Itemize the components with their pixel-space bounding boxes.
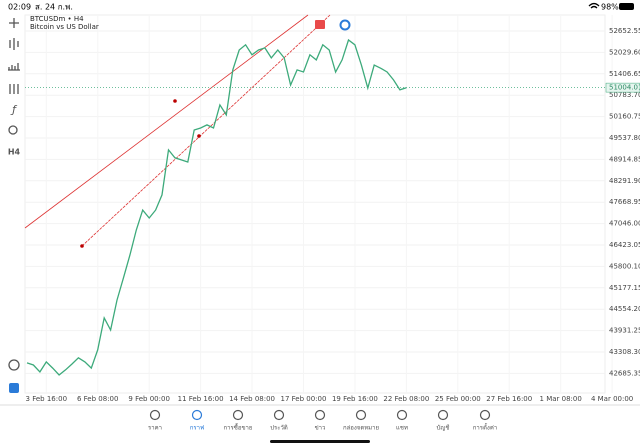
nav-label: แชท <box>396 425 408 432</box>
objects-tool[interactable] <box>8 125 18 135</box>
nav-item[interactable]: บัญชี <box>437 409 450 432</box>
nav-label: กล่องจดหมาย <box>343 425 379 432</box>
x-tick-label: 19 Feb 16:00 <box>332 395 378 403</box>
nav-icon <box>437 409 449 421</box>
current-price-label: 51004.01 <box>609 84 640 92</box>
price-line <box>26 38 407 376</box>
nav-label: บัญชี <box>437 424 450 432</box>
y-tick-label: 52029.60 <box>609 48 640 56</box>
y-tick-label: 45177.15 <box>609 284 640 292</box>
trend-line[interactable] <box>81 14 331 247</box>
battery-icon <box>619 3 634 10</box>
y-tick-label: 50160.75 <box>609 113 640 121</box>
settings-tool[interactable] <box>9 84 19 94</box>
chart-frame <box>24 14 606 394</box>
anchor-point[interactable] <box>173 99 177 103</box>
home-indicator <box>270 440 370 443</box>
left-toolbar: ƒ H4 <box>8 18 21 393</box>
y-tick-label: 43308.30 <box>609 348 640 356</box>
status-date: ส. 24 ก.พ. <box>35 3 73 12</box>
y-tick-label: 50783.70 <box>609 91 640 99</box>
nav-label: การตั้งค่า <box>473 422 497 432</box>
x-tick-label: 17 Feb 00:00 <box>281 395 327 403</box>
x-tick-label: 6 Feb 08:00 <box>77 395 118 403</box>
nav-label: ราคา <box>148 425 162 432</box>
y-tick-label: 44554.20 <box>609 305 640 313</box>
plot-area <box>25 15 613 393</box>
y-tick-label: 42685.35 <box>609 369 640 377</box>
x-tick-label: 9 Feb 00:00 <box>128 395 169 403</box>
nav-icon <box>149 409 161 421</box>
nav-item[interactable]: ข่าว <box>314 409 326 432</box>
nav-icon <box>479 409 491 421</box>
x-tick-label: 1 Mar 08:00 <box>540 395 582 403</box>
crosshair-tool[interactable] <box>9 18 19 28</box>
nav-item[interactable]: กราฟ <box>190 409 204 432</box>
x-tick-label: 3 Feb 16:00 <box>26 395 67 403</box>
y-tick-label: 52652.55 <box>609 27 640 35</box>
trade-icon[interactable] <box>9 383 19 393</box>
y-tick-label: 46423.05 <box>609 241 640 249</box>
x-tick-label: 22 Feb 08:00 <box>383 395 429 403</box>
y-tick-label: 43931.25 <box>609 327 640 335</box>
y-tick-label: 48914.85 <box>609 155 640 163</box>
nav-icon <box>396 409 408 421</box>
function-tool[interactable]: ƒ <box>10 103 18 116</box>
speed-tool[interactable] <box>8 359 20 371</box>
y-tick-label: 49537.80 <box>609 134 640 142</box>
nav-label: การซื้อขาย <box>224 422 253 432</box>
x-tick-label: 27 Feb 16:00 <box>486 395 532 403</box>
nav-label: ข่าว <box>315 425 326 432</box>
x-tick-label: 11 Feb 16:00 <box>178 395 224 403</box>
y-tick-label: 47668.95 <box>609 198 640 206</box>
timeframe[interactable]: H4 <box>8 148 21 157</box>
nav-item[interactable]: การซื้อขาย <box>224 409 253 432</box>
anchor-point[interactable] <box>80 244 84 248</box>
x-tick-label: 14 Feb 08:00 <box>229 395 275 403</box>
bottom-nav: ราคา กราฟ การซื้อขาย ประวัติ ข่าว กล่องจดหมาย… <box>148 409 497 432</box>
y-tick-label: 47046.00 <box>609 220 640 228</box>
anchor-point[interactable] <box>197 134 201 138</box>
nav-label: ประวัติ <box>270 425 288 432</box>
x-tick-label: 4 Mar 00:00 <box>591 395 633 403</box>
trend-line[interactable] <box>24 14 309 229</box>
chart-icon[interactable] <box>315 20 325 29</box>
status-battery: 98% <box>601 3 619 12</box>
nav-item[interactable]: ราคา <box>148 409 162 432</box>
nav-label: กราฟ <box>190 425 204 432</box>
y-tick-label: 48291.90 <box>609 177 640 185</box>
nav-icon <box>191 409 203 421</box>
nav-item[interactable]: ประวัติ <box>270 409 288 432</box>
y-tick-label: 51406.65 <box>609 70 640 78</box>
chart-subtitle: Bitcoin vs US Dollar <box>30 23 99 31</box>
status-time: 02:09 <box>8 3 31 12</box>
x-tick-label: 25 Feb 00:00 <box>435 395 481 403</box>
current-price-box <box>605 82 640 93</box>
nav-icon <box>355 409 367 421</box>
y-tick-label: 45800.10 <box>609 262 640 270</box>
chart-title: BTCUSDm • H4 <box>30 15 84 23</box>
nav-item[interactable]: กล่องจดหมาย <box>343 409 379 432</box>
nav-item[interactable]: แชท <box>396 409 408 432</box>
nav-icon <box>232 409 244 421</box>
nav-item[interactable]: การตั้งค่า <box>473 409 497 432</box>
chart-type-tool[interactable] <box>9 38 19 50</box>
nav-icon <box>314 409 326 421</box>
wifi-icon <box>588 2 600 9</box>
chart-icon[interactable] <box>339 19 351 31</box>
indicators-tool[interactable] <box>8 63 20 71</box>
nav-icon <box>273 409 285 421</box>
